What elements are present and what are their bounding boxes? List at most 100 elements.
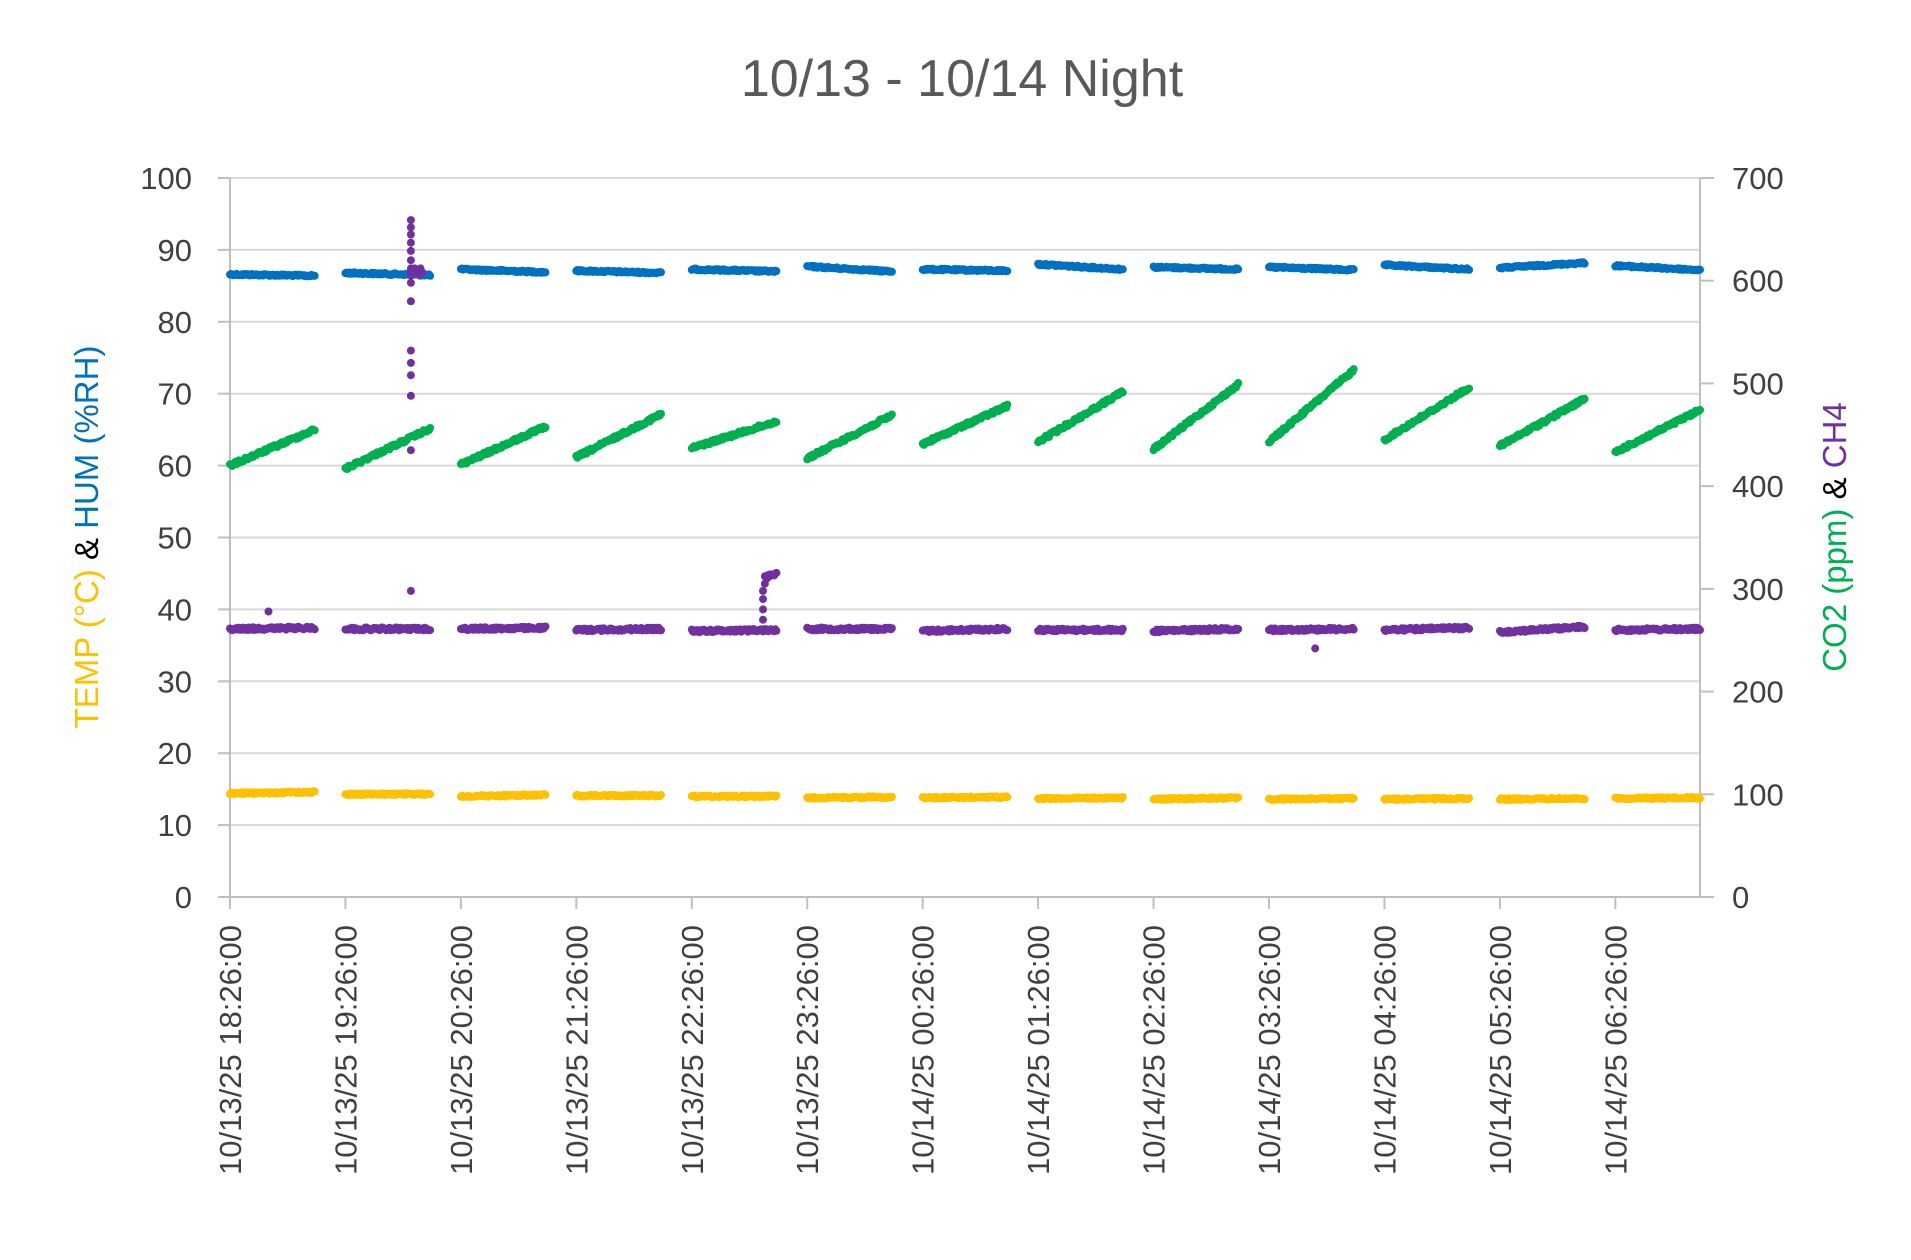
co2-point	[310, 426, 319, 435]
x-tick-label: 10/14/25 05:26:00	[1483, 925, 1518, 1175]
x-tick-label: 10/13/25 23:26:00	[790, 925, 825, 1175]
y-right-tick-label: 600	[1732, 264, 1784, 299]
ch4-outlier-point	[406, 391, 415, 400]
x-tick-label: 10/13/25 22:26:00	[675, 925, 710, 1175]
y-right-tick-label: 200	[1732, 675, 1784, 710]
y-left-tick-label: 60	[158, 449, 192, 484]
co2-point	[1580, 394, 1589, 403]
x-tick-label: 10/14/25 01:26:00	[1021, 925, 1056, 1175]
y-left-axis-title: TEMP (°C) & HUM (%RH)	[68, 346, 105, 729]
ch4-outlier-point	[264, 607, 273, 616]
y-left-tick-label: 30	[158, 664, 192, 699]
co2-point	[772, 418, 781, 427]
y-left-tick-label: 20	[158, 736, 192, 771]
ch4-point	[1465, 624, 1474, 633]
y-right-tick-label: 0	[1732, 880, 1749, 915]
y-left-tick-label: 0	[175, 880, 192, 915]
ch4-outlier-point	[406, 371, 415, 380]
ch4-point	[772, 568, 781, 577]
humidity-point	[887, 267, 896, 276]
temperature-point	[1580, 795, 1589, 804]
ch4-outlier-point	[406, 278, 415, 287]
ch4-outlier-point	[759, 615, 767, 624]
y-right-tick-label: 400	[1732, 469, 1784, 504]
ch4-outlier-point	[410, 264, 419, 273]
temperature-point	[772, 791, 781, 800]
ch4-outlier-point	[759, 586, 767, 595]
ch4-point	[772, 626, 781, 635]
y-right-tick-label: 700	[1732, 161, 1784, 196]
co2-point	[1349, 365, 1358, 374]
x-tick-label: 10/14/25 06:26:00	[1598, 925, 1633, 1175]
ch4-outlier-point	[406, 446, 415, 455]
ch4-outlier-point	[406, 246, 415, 255]
series-humidity	[226, 258, 1704, 281]
humidity-point	[310, 271, 319, 280]
ch4-point	[1349, 625, 1358, 634]
x-tick-label: 10/13/25 19:26:00	[328, 925, 363, 1175]
series-ch4	[226, 216, 1704, 653]
ch4-outlier-point	[762, 574, 771, 583]
ch4-outlier-point	[406, 223, 415, 232]
humidity-point	[1003, 267, 1012, 275]
ch4-point	[426, 626, 435, 635]
humidity-point	[426, 271, 435, 280]
co2-point	[657, 409, 665, 418]
humidity-point	[1234, 265, 1243, 274]
co2-point	[1118, 388, 1127, 397]
temperature-point	[310, 787, 319, 796]
co2-point	[887, 410, 896, 419]
ch4-point	[541, 622, 550, 631]
ch4-point	[1234, 625, 1243, 633]
y-right-tick-label: 100	[1732, 777, 1784, 812]
humidity-point	[1580, 259, 1589, 268]
ch4-outlier-point	[418, 268, 427, 277]
humidity-point	[1349, 265, 1358, 274]
ch4-outlier-point	[406, 358, 415, 367]
y-left-tick-label: 10	[158, 808, 192, 843]
x-tick-label: 10/13/25 20:26:00	[444, 925, 479, 1175]
y-right-tick-label: 300	[1732, 572, 1784, 607]
co2-point	[1003, 400, 1012, 409]
gridlines	[230, 177, 1700, 827]
temperature-point	[887, 792, 896, 801]
temperature-point	[1696, 794, 1704, 803]
temperature-point	[426, 790, 435, 799]
temperature-point	[1118, 793, 1127, 801]
ch4-outlier-point	[406, 346, 415, 355]
ch4-outlier-point	[406, 256, 415, 265]
series-co2	[226, 365, 1704, 473]
ch4-outlier-point	[406, 238, 415, 247]
temperature-point	[1465, 794, 1474, 803]
axes	[218, 177, 1714, 909]
temperature-point	[657, 790, 665, 799]
y-right-axis-title: CO2 (ppm) & CH4	[1816, 402, 1853, 672]
series-temperature	[226, 787, 1704, 804]
ch4-point	[1580, 624, 1589, 632]
y-right-tick-label: 500	[1732, 366, 1784, 401]
ch4-outlier-point	[406, 586, 415, 595]
humidity-point	[772, 267, 781, 276]
y-left-tick-label: 70	[158, 377, 192, 412]
humidity-point	[657, 268, 665, 277]
x-tick-label: 10/14/25 04:26:00	[1367, 925, 1402, 1175]
ch4-outlier-point	[406, 216, 415, 225]
temperature-point	[541, 790, 550, 799]
ch4-outlier-point	[406, 297, 415, 306]
y-left-tick-label: 80	[158, 305, 192, 340]
chart-title: 10/13 - 10/14 Night	[741, 50, 1184, 108]
ch4-point	[1118, 624, 1127, 633]
humidity-point	[1118, 265, 1127, 274]
y-left-tick-label: 90	[158, 233, 192, 268]
ch4-point	[1696, 626, 1704, 635]
ch4-outlier-point	[406, 271, 415, 280]
co2-point	[1696, 406, 1704, 414]
x-tick-label: 10/14/25 03:26:00	[1252, 925, 1287, 1175]
ch4-outlier-point	[759, 595, 767, 604]
co2-point	[426, 424, 435, 432]
ch4-point	[657, 626, 665, 635]
ch4-outlier-point	[1311, 644, 1320, 653]
y-left-tick-label: 50	[158, 521, 192, 556]
ch4-outlier-point	[759, 605, 767, 614]
